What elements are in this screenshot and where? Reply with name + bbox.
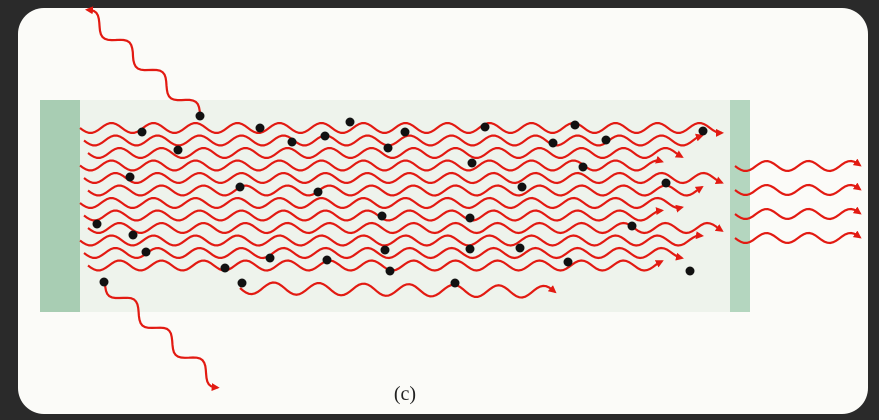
atom xyxy=(238,279,247,288)
atom xyxy=(129,231,138,240)
atom xyxy=(378,212,387,221)
atom xyxy=(518,183,527,192)
atom xyxy=(196,112,205,121)
atom xyxy=(549,139,558,148)
atom xyxy=(579,163,588,172)
atom xyxy=(386,267,395,276)
atom xyxy=(174,146,183,155)
atom xyxy=(314,188,323,197)
atom xyxy=(481,123,490,132)
atom xyxy=(256,124,265,133)
atom xyxy=(466,214,475,223)
atom xyxy=(686,267,695,276)
atom xyxy=(266,254,275,263)
atom xyxy=(662,179,671,188)
atom xyxy=(628,222,637,231)
atom xyxy=(142,248,151,257)
atom xyxy=(100,278,109,287)
atom xyxy=(346,118,355,127)
right-mirror xyxy=(730,100,750,312)
atom xyxy=(221,264,230,273)
atom xyxy=(323,256,332,265)
atom xyxy=(466,245,475,254)
atom xyxy=(381,246,390,255)
caption: (c) xyxy=(394,383,416,405)
atom xyxy=(138,128,147,137)
atom xyxy=(126,173,135,182)
atom xyxy=(236,183,245,192)
atom xyxy=(93,220,102,229)
atom xyxy=(451,279,460,288)
left-mirror xyxy=(40,100,80,312)
screenshot: (c) xyxy=(0,0,879,420)
atom xyxy=(401,128,410,137)
atom xyxy=(516,244,525,253)
atom xyxy=(288,138,297,147)
laser-diagram: (c) xyxy=(0,0,879,420)
atom xyxy=(571,121,580,130)
atom xyxy=(321,132,330,141)
atom xyxy=(699,127,708,136)
atom xyxy=(564,258,573,267)
atom xyxy=(384,144,393,153)
atom xyxy=(602,136,611,145)
atom xyxy=(468,159,477,168)
